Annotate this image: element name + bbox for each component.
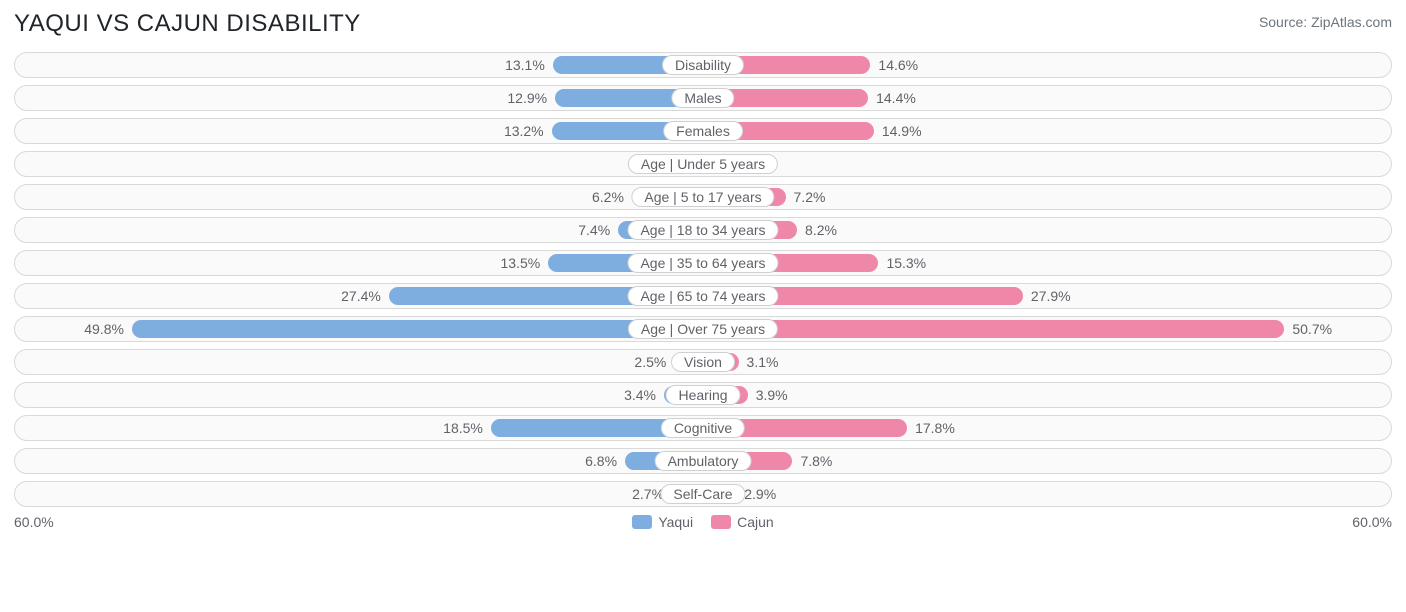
legend-item-left: Yaqui	[632, 514, 693, 530]
chart-row: 13.2% 14.9% Females	[14, 118, 1392, 144]
source-attribution: Source: ZipAtlas.com	[1259, 14, 1392, 30]
chart-row: 27.4% 27.9% Age | 65 to 74 years	[14, 283, 1392, 309]
value-left: 12.9%	[507, 90, 555, 106]
value-left: 6.8%	[585, 453, 625, 469]
chart-row: 2.7%2.9%Self-Care	[14, 481, 1392, 507]
row-label: Males	[671, 88, 734, 108]
chart-row: 12.9% 14.4% Males	[14, 85, 1392, 111]
value-right: 7.8%	[792, 453, 832, 469]
value-left: 13.1%	[505, 57, 553, 73]
value-left: 2.5%	[634, 354, 674, 370]
value-right: 14.6%	[870, 57, 918, 73]
value-left: 27.4%	[341, 288, 389, 304]
value-right: 8.2%	[797, 222, 837, 238]
row-label: Vision	[671, 352, 735, 372]
value-right: 14.9%	[874, 123, 922, 139]
chart-row: 2.5% 3.1%Vision	[14, 349, 1392, 375]
row-label: Females	[663, 121, 743, 141]
legend-item-right: Cajun	[711, 514, 774, 530]
row-label: Cognitive	[661, 418, 745, 438]
value-left: 49.8%	[84, 321, 132, 337]
legend-swatch-right	[711, 515, 731, 529]
value-right: 14.4%	[868, 90, 916, 106]
row-label: Age | 18 to 34 years	[627, 220, 778, 240]
row-label: Age | 35 to 64 years	[627, 253, 778, 273]
axis-max-left: 60.0%	[14, 514, 54, 530]
value-right: 3.1%	[739, 354, 779, 370]
value-right: 50.7%	[1284, 321, 1332, 337]
row-label: Disability	[662, 55, 744, 75]
chart-row: 6.8% 7.8% Ambulatory	[14, 448, 1392, 474]
legend-label-left: Yaqui	[658, 514, 693, 530]
row-label: Age | Over 75 years	[628, 319, 778, 339]
bar-left: 49.8%	[132, 320, 703, 338]
row-label: Age | 5 to 17 years	[631, 187, 774, 207]
axis-max-right: 60.0%	[1352, 514, 1392, 530]
legend-label-right: Cajun	[737, 514, 774, 530]
chart-header: YAQUI VS CAJUN DISABILITY Source: ZipAtl…	[14, 10, 1392, 38]
chart-row: 7.4% 8.2% Age | 18 to 34 years	[14, 217, 1392, 243]
legend-swatch-left	[632, 515, 652, 529]
value-left: 6.2%	[592, 189, 632, 205]
chart-footer: 60.0% Yaqui Cajun 60.0%	[14, 514, 1392, 530]
value-left: 13.2%	[504, 123, 552, 139]
value-right: 27.9%	[1023, 288, 1071, 304]
value-left: 3.4%	[624, 387, 664, 403]
row-label: Hearing	[665, 385, 740, 405]
legend: Yaqui Cajun	[632, 514, 773, 530]
row-label: Age | 65 to 74 years	[627, 286, 778, 306]
chart-row: 49.8%50.7%Age | Over 75 years	[14, 316, 1392, 342]
row-label: Age | Under 5 years	[628, 154, 778, 174]
row-label: Ambulatory	[655, 451, 752, 471]
chart-row: 13.5% 15.3% Age | 35 to 64 years	[14, 250, 1392, 276]
value-right: 15.3%	[878, 255, 926, 271]
bar-right: 50.7%	[703, 320, 1284, 338]
chart-row: 1.2%1.6%Age | Under 5 years	[14, 151, 1392, 177]
value-right: 7.2%	[786, 189, 826, 205]
value-right: 3.9%	[748, 387, 788, 403]
butterfly-chart: 13.1% 14.6% Disability 12.9% 14.4% Males 13.2%…	[14, 52, 1392, 507]
value-left: 7.4%	[578, 222, 618, 238]
chart-row: 3.4% 3.9% Hearing	[14, 382, 1392, 408]
chart-row: 6.2% 7.2% Age | 5 to 17 years	[14, 184, 1392, 210]
row-label: Self-Care	[660, 484, 745, 504]
chart-row: 18.5% 17.8% Cognitive	[14, 415, 1392, 441]
chart-row: 13.1% 14.6% Disability	[14, 52, 1392, 78]
value-left: 13.5%	[501, 255, 549, 271]
value-left: 18.5%	[443, 420, 491, 436]
chart-title: YAQUI VS CAJUN DISABILITY	[14, 10, 361, 38]
value-right: 17.8%	[907, 420, 955, 436]
